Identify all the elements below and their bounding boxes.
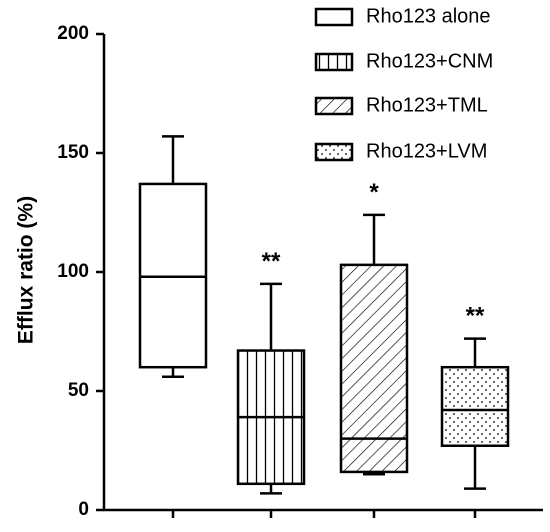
box-group: **: [236, 248, 306, 495]
box-iqr: [339, 263, 409, 474]
box-iqr: [440, 365, 510, 447]
significance-label: *: [369, 179, 379, 206]
legend-swatch: [314, 142, 354, 162]
y-tick-label: 100: [57, 261, 89, 282]
legend-label: Rho123+TML: [366, 94, 488, 116]
legend-label: Rho123 alone: [366, 5, 491, 27]
significance-label: **: [262, 248, 281, 275]
significance-label: **: [466, 303, 485, 330]
box-group: **: [440, 303, 510, 490]
y-axis-title: Efflux ratio (%): [15, 196, 38, 344]
legend-item: Rho123+LVM: [314, 140, 487, 162]
legend-item: Rho123+CNM: [314, 50, 493, 72]
legend-item: Rho123+TML: [314, 94, 488, 116]
y-tick-label: 200: [57, 23, 89, 44]
y-tick-label: 0: [78, 499, 89, 520]
legend-swatch: [314, 52, 354, 72]
legend-label: Rho123+CNM: [366, 50, 493, 72]
y-tick-label: 50: [68, 380, 89, 401]
box-group: [138, 135, 208, 378]
legend-swatch: [314, 7, 354, 27]
legend-swatch: [314, 96, 354, 116]
boxes-group: *****: [138, 135, 510, 495]
box-group: *: [339, 179, 409, 476]
legend-label: Rho123+LVM: [366, 140, 487, 162]
x-axis: [103, 508, 543, 518]
y-axis: 0 50 100 150 200: [57, 23, 106, 520]
y-tick-label: 150: [57, 142, 89, 163]
legend-item: Rho123 alone: [314, 5, 491, 27]
legend: Rho123 alone Rho123+CNM Rho123+TML Rho123+L…: [314, 5, 493, 162]
